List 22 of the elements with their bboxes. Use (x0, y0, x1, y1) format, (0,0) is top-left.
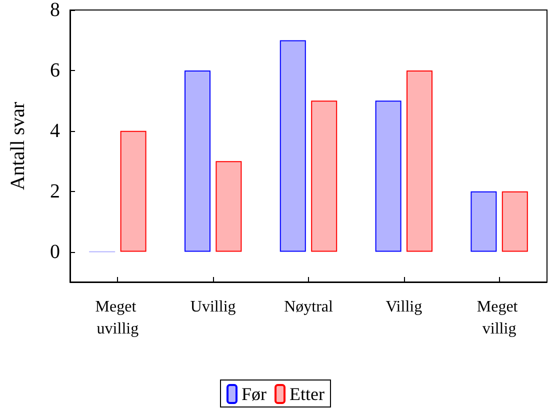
bar (502, 191, 528, 252)
legend-label: Etter (290, 384, 324, 404)
x-tick-label: Villig (386, 298, 422, 316)
bar (375, 100, 402, 252)
bar (120, 130, 146, 252)
x-tick-label: Uvillig (190, 298, 236, 316)
y-tick-label: 4 (50, 120, 60, 142)
bar (184, 70, 210, 252)
y-axis-title: Antall svar (7, 102, 29, 190)
bar (406, 70, 432, 252)
y-tick-label: 8 (50, 0, 60, 21)
y-tick-label: 6 (50, 59, 60, 82)
bar (470, 191, 497, 252)
bar (216, 161, 242, 252)
bar (280, 40, 306, 252)
y-tick-label: 2 (50, 180, 60, 202)
x-tick-label: Nøytral (284, 298, 334, 316)
y-tick-label: 0 (50, 240, 60, 263)
legend-label: Før (242, 384, 267, 404)
x-tick-label: Meget villig (476, 298, 522, 338)
bar (311, 100, 338, 252)
x-tick-label: Meget uvillig (95, 298, 140, 338)
